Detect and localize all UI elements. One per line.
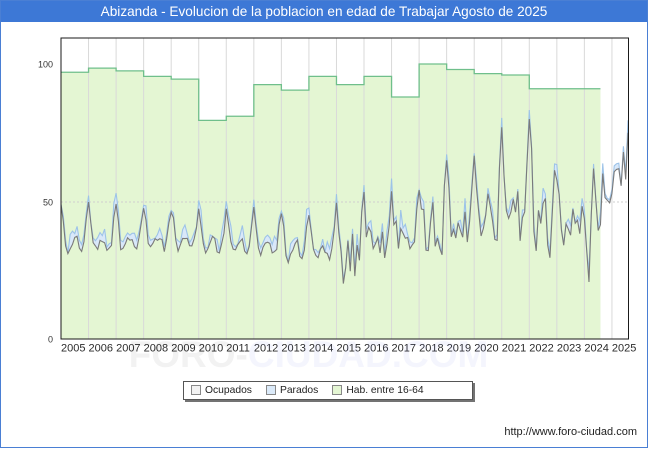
svg-text:2012: 2012	[254, 343, 278, 355]
svg-text:2006: 2006	[89, 343, 113, 355]
svg-text:2011: 2011	[226, 343, 250, 355]
svg-text:2023: 2023	[557, 343, 581, 355]
svg-text:0: 0	[48, 335, 53, 345]
svg-text:50: 50	[43, 198, 53, 208]
svg-text:2020: 2020	[474, 343, 498, 355]
svg-text:2022: 2022	[529, 343, 553, 355]
svg-text:2025: 2025	[612, 343, 636, 355]
svg-text:2014: 2014	[309, 343, 333, 355]
svg-text:2021: 2021	[502, 343, 526, 355]
svg-text:2019: 2019	[447, 343, 471, 355]
svg-text:2008: 2008	[144, 343, 168, 355]
svg-text:2009: 2009	[171, 343, 195, 355]
svg-text:2024: 2024	[584, 343, 608, 355]
svg-text:2013: 2013	[281, 343, 305, 355]
svg-text:2017: 2017	[392, 343, 416, 355]
svg-text:2010: 2010	[199, 343, 223, 355]
svg-text:2015: 2015	[336, 343, 360, 355]
svg-text:100: 100	[38, 60, 53, 70]
svg-text:2018: 2018	[419, 343, 443, 355]
svg-text:2016: 2016	[364, 343, 388, 355]
svg-text:2007: 2007	[116, 343, 140, 355]
svg-text:2005: 2005	[61, 343, 85, 355]
